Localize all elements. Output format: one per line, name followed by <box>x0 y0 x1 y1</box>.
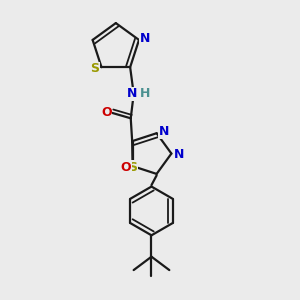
Text: N: N <box>140 32 150 45</box>
Text: S: S <box>91 62 100 75</box>
Text: O: O <box>121 161 131 174</box>
Text: N: N <box>127 87 137 101</box>
Text: O: O <box>101 106 112 118</box>
Text: S: S <box>128 161 137 174</box>
Text: N: N <box>174 148 184 161</box>
Text: N: N <box>159 125 169 138</box>
Text: H: H <box>140 86 150 100</box>
